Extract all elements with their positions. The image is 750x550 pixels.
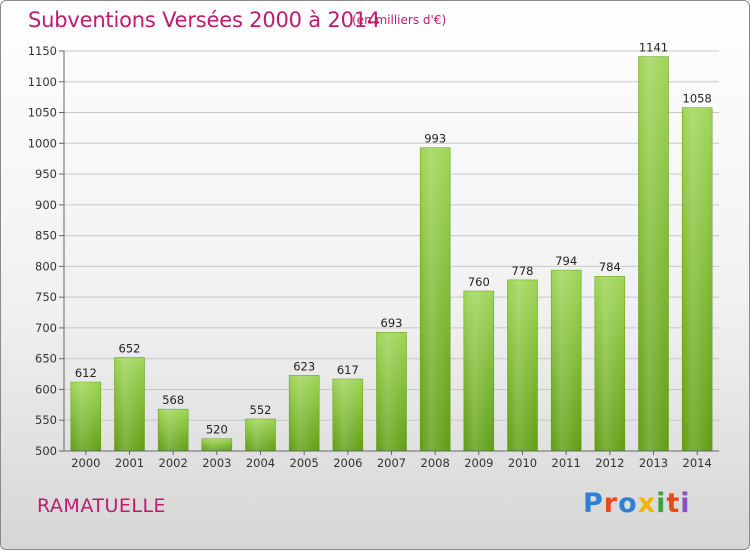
- data-label: 1058: [683, 92, 712, 106]
- logo-letter: o: [618, 488, 638, 519]
- y-tick-label: 1150: [28, 44, 57, 58]
- x-tick-label: 2013: [639, 456, 668, 470]
- proxiti-logo: Proxiti: [583, 488, 691, 519]
- logo-letter: r: [603, 488, 619, 519]
- data-label: 778: [512, 264, 534, 278]
- data-label: 1141: [639, 41, 668, 55]
- bar-highlight: [158, 409, 189, 451]
- y-tick-label: 1000: [28, 136, 57, 150]
- data-label: 760: [468, 275, 490, 289]
- x-tick-label: 2003: [202, 456, 231, 470]
- x-tick-label: 2001: [115, 456, 144, 470]
- bar-highlight: [70, 382, 101, 451]
- bar-highlight: [332, 379, 363, 451]
- bar-highlight: [114, 357, 145, 451]
- data-labels: 612 652 568 520 552 623 617 693 993 760 778 794 784 1…: [75, 41, 712, 437]
- x-tick-label: 2014: [683, 456, 712, 470]
- y-tick-label: 1050: [28, 106, 57, 120]
- y-tick-label: 700: [35, 321, 57, 335]
- y-tick-label: 900: [35, 198, 57, 212]
- data-label: 552: [250, 403, 272, 417]
- data-label: 623: [293, 359, 315, 373]
- bar-highlight: [201, 438, 232, 451]
- x-tick-label: 2011: [552, 456, 581, 470]
- y-tick-label: 500: [35, 444, 57, 458]
- y-tick-label: 850: [35, 229, 57, 243]
- data-label: 993: [424, 132, 446, 146]
- y-tick-label: 750: [35, 290, 57, 304]
- y-tick-label: 600: [35, 382, 57, 396]
- data-label: 784: [599, 260, 621, 274]
- bars: [70, 56, 713, 452]
- logo-letter: i: [656, 488, 667, 519]
- logo-letter: t: [666, 488, 681, 519]
- chart-title: Subventions Versées 2000 à 2014: [28, 8, 381, 32]
- logo-letter: P: [583, 488, 604, 519]
- data-label: 693: [381, 316, 403, 330]
- bar-highlight: [594, 276, 625, 451]
- x-tick-label: 2000: [71, 456, 100, 470]
- data-label: 612: [75, 366, 97, 380]
- x-tick-label: 2007: [377, 456, 406, 470]
- bar-highlight: [289, 375, 320, 451]
- x-tick-label: 2006: [333, 456, 362, 470]
- bar-highlight: [551, 270, 582, 451]
- data-label: 568: [162, 393, 184, 407]
- x-axis: 2000 2001 2002 2003 2004 2005 2006 2007 2008 2009…: [64, 450, 719, 470]
- bar-highlight: [463, 291, 494, 451]
- x-tick-label: 2009: [464, 456, 493, 470]
- x-tick-label: 2010: [508, 456, 537, 470]
- y-tick-label: 650: [35, 352, 57, 366]
- bar-highlight: [245, 419, 276, 451]
- commune-name: RAMATUELLE: [37, 495, 167, 517]
- data-label: 617: [337, 363, 359, 377]
- y-axis: 500 550 600 650 700 750 800 850 900 950 1000 1050 11…: [28, 44, 65, 458]
- x-tick-label: 2008: [421, 456, 450, 470]
- x-tick-label: 2012: [595, 456, 624, 470]
- bar-highlight: [376, 332, 407, 451]
- logo-letter: x: [637, 488, 657, 519]
- x-tick-label: 2004: [246, 456, 275, 470]
- chart-unit: (en milliers d'€): [352, 13, 447, 27]
- x-tick-label: 2002: [159, 456, 188, 470]
- y-tick-label: 800: [35, 259, 57, 273]
- bar-highlight: [420, 147, 451, 451]
- y-tick-label: 1100: [28, 75, 57, 89]
- bar-highlight: [682, 107, 713, 451]
- y-tick-label: 950: [35, 167, 57, 181]
- data-label: 652: [119, 341, 141, 355]
- y-tick-label: 550: [35, 413, 57, 427]
- logo-letter: i: [680, 488, 691, 519]
- data-label: 794: [555, 254, 577, 268]
- bar-highlight: [638, 56, 669, 452]
- bar-highlight: [507, 279, 538, 451]
- x-tick-label: 2005: [290, 456, 319, 470]
- data-label: 520: [206, 423, 228, 437]
